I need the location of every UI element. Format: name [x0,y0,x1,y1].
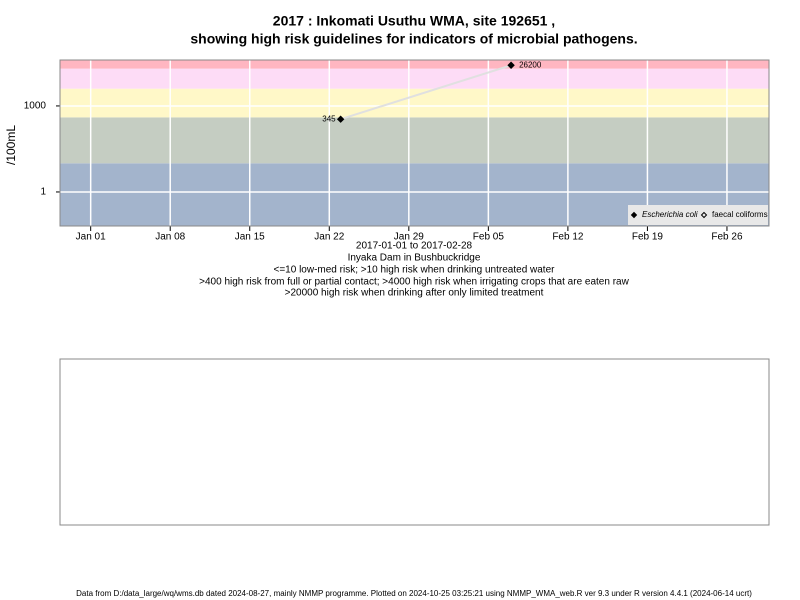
risk-band [60,68,769,89]
note: Inyaka Dam in Bushbuckridge [348,253,481,264]
legend-box [628,205,768,225]
legend-marker [700,211,708,219]
series-line [340,64,512,121]
legend-marker [630,211,638,219]
footer: Data from D:/data_large/wq/wms.db dated … [76,589,752,598]
y-tick-label: 1000 [24,101,47,112]
y-tick-label: 1 [40,187,46,198]
chart-subtitle: showing high risk guidelines for indicat… [190,31,637,47]
chart-title: 2017 : Inkomati Usuthu WMA, site 192651 … [273,13,555,29]
empty-panel [59,358,770,526]
data-point [336,115,345,123]
note: 2017-01-01 to 2017-02-28 [356,241,473,252]
x-tick-label: Jan 22 [314,232,344,243]
x-tick-label: Jan 08 [155,232,185,243]
risk-band [60,117,769,164]
y-axis-label: /100mL [4,125,18,165]
risk-band [60,88,769,118]
x-tick-label: Jan 29 [394,232,424,243]
x-tick-label: Feb 05 [473,232,505,243]
note: >400 high risk from full or partial cont… [199,277,629,288]
x-tick-label: Jan 01 [76,232,106,243]
x-tick-label: Feb 19 [632,232,664,243]
x-tick-label: Jan 15 [235,232,265,243]
note: <=10 low-med risk; >10 high risk when dr… [274,265,556,276]
legend-label: Escherichia coli [642,210,698,219]
legend-label: faecal coliforms [712,210,768,219]
risk-band [60,60,769,69]
note: >20000 high risk when drinking after onl… [285,288,544,299]
data-label: 345 [322,114,336,123]
data-point [507,61,515,69]
x-tick-label: Feb 12 [552,232,584,243]
x-tick-label: Feb 26 [711,232,743,243]
plot-frame [59,59,770,227]
data-label: 26200 [519,60,542,69]
